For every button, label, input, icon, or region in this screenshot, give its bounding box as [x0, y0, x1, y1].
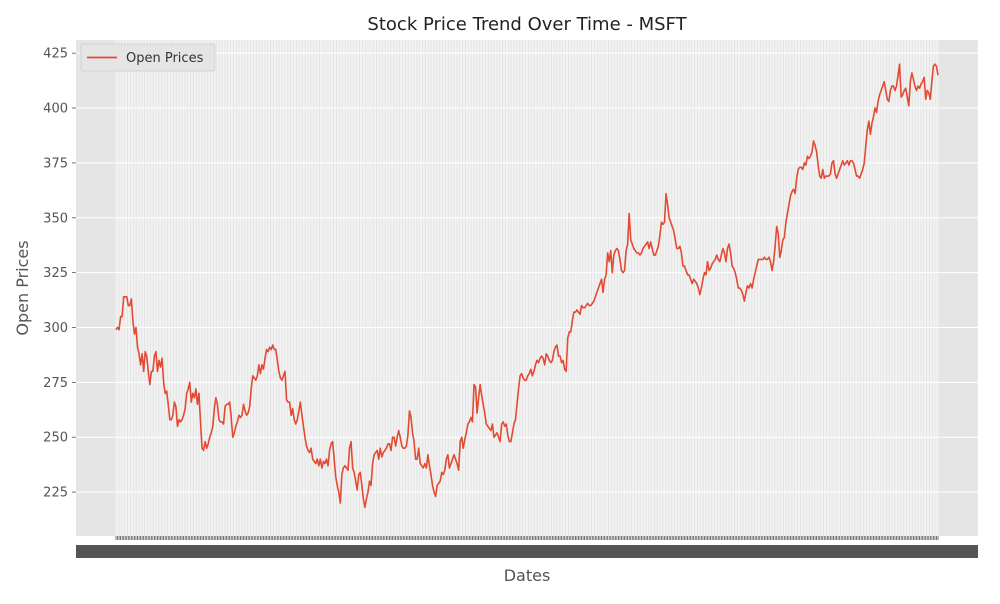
y-tick-label: 250 [43, 431, 68, 446]
series-lines [115, 63, 939, 509]
y-tick-label: 225 [43, 486, 68, 501]
y-tick-label: 425 [43, 47, 68, 62]
y-tick-label: 400 [43, 102, 68, 117]
legend: Open Prices [80, 43, 216, 72]
legend-box [80, 43, 216, 72]
legend-label: Open Prices [126, 51, 204, 66]
x-axis-ticks [76, 536, 978, 558]
chart-title: Stock Price Trend Over Time - MSFT [367, 14, 687, 35]
y-axis-ticks: 225 250 275 300 325 350 375 400 425 [43, 47, 76, 501]
x-axis-label: Dates [504, 566, 551, 585]
y-axis-label: Open Prices [13, 240, 32, 335]
y-tick-label: 375 [43, 156, 68, 171]
plot-background [76, 40, 978, 536]
y-tick-label: 350 [43, 211, 68, 226]
y-tick-label: 275 [43, 376, 68, 391]
series-line-open-prices [115, 63, 939, 509]
x-tick-labels-overlap [76, 545, 978, 558]
y-tick-label: 325 [43, 266, 68, 281]
y-tick-label: 300 [43, 321, 68, 336]
y-grid [76, 52, 978, 493]
